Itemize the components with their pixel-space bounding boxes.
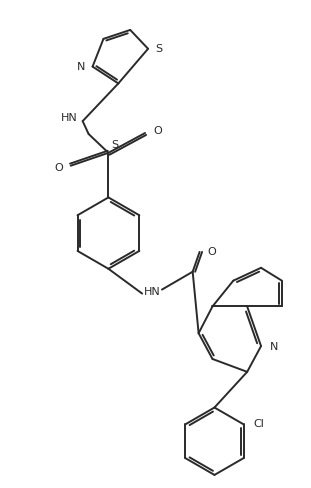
Text: O: O <box>153 126 162 136</box>
Text: N: N <box>270 342 278 352</box>
Text: O: O <box>207 247 216 257</box>
Text: Cl: Cl <box>253 419 264 429</box>
Text: N: N <box>77 61 86 72</box>
Text: S: S <box>111 140 118 150</box>
Text: HN: HN <box>144 286 160 297</box>
Text: HN: HN <box>60 113 77 123</box>
Text: O: O <box>54 163 63 173</box>
Text: S: S <box>155 44 162 54</box>
